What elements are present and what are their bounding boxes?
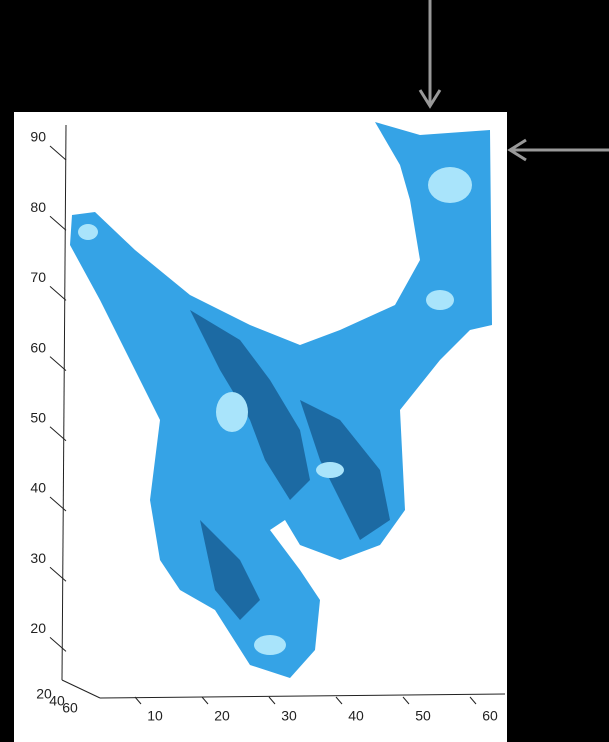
y-tick-label: 60 [62, 700, 78, 716]
x-tick-label: 10 [147, 708, 163, 724]
z-tick-label: 70 [30, 269, 46, 285]
z-tick-label: 50 [30, 410, 46, 426]
z-tick-label: 90 [30, 129, 46, 145]
z-tick-label: 20 [30, 620, 46, 636]
figure: 9080706050403020102030405060204060 [0, 0, 609, 742]
z-tick-label: 40 [30, 480, 46, 496]
x-tick-label: 50 [415, 708, 431, 724]
z-tick-label: 30 [30, 550, 46, 566]
z-tick-label: 60 [30, 339, 46, 355]
x-tick-label: 60 [482, 708, 498, 724]
x-tick-label: 20 [214, 708, 230, 724]
z-tick-label: 80 [30, 199, 46, 215]
x-tick-label: 40 [348, 708, 364, 724]
x-tick-label: 30 [281, 708, 297, 724]
